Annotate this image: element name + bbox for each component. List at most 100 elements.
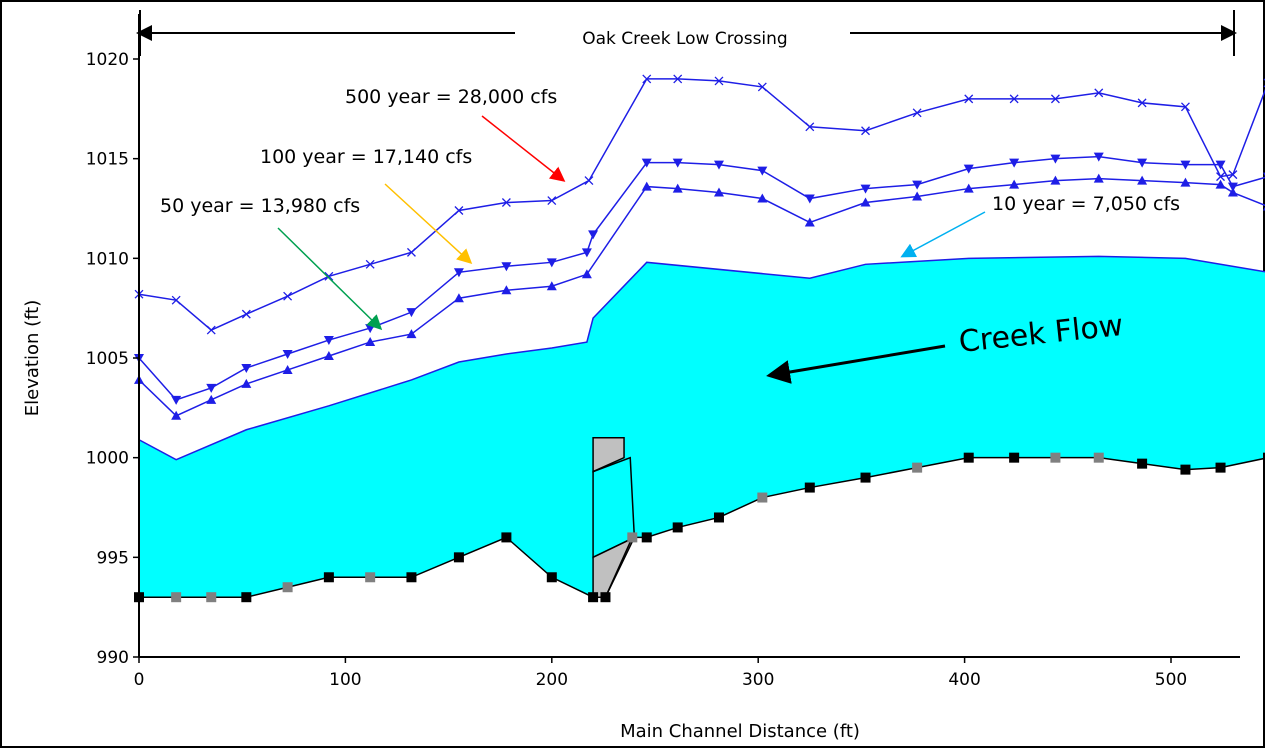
point-100-year (1093, 152, 1104, 162)
ground-point (1215, 462, 1226, 473)
label-500-year: 500 year = 28,000 cfs (345, 86, 557, 108)
ground-point (546, 572, 557, 583)
point-500-year (324, 271, 334, 281)
point-500-year (584, 176, 594, 186)
point-50-year (1009, 179, 1020, 189)
point-50-year (406, 329, 417, 339)
point-500-year (283, 291, 293, 301)
title-span: Oak Creek Low Crossing (136, 10, 1237, 56)
point-50-year (912, 191, 923, 201)
point-100-year (171, 395, 182, 405)
point-50-year (672, 183, 683, 193)
ground-profile (134, 452, 1265, 603)
y-tick-label: 1015 (86, 150, 129, 170)
y-tick-label: 1005 (86, 349, 129, 369)
point-500-year (454, 206, 464, 215)
deck-top (592, 436, 625, 473)
point-500-year (861, 126, 870, 136)
point-50-year (963, 183, 974, 193)
point-100-year (241, 363, 252, 373)
ground-point (963, 452, 974, 463)
point-50-year (1050, 175, 1061, 185)
point-500-year (501, 198, 511, 207)
point-100-year (757, 166, 768, 176)
point-500-year (241, 309, 251, 319)
x-tick-label: 400 (948, 670, 980, 690)
point-50-year (581, 269, 592, 279)
point-50-year (1137, 175, 1148, 185)
point-100-year (588, 230, 599, 240)
ground-point (453, 552, 464, 563)
ground-point (1180, 464, 1191, 475)
creek-flow-arrow (766, 344, 946, 384)
point-500-year (547, 196, 557, 205)
y-axis-title: Elevation (ft) (22, 300, 43, 416)
point-100-year (641, 158, 652, 168)
point-500-year (365, 259, 375, 269)
ground-point (912, 462, 923, 473)
axes: 990 995 1000 1005 1010 1015 1020 0 100 200 300 400 5… (86, 14, 1240, 690)
point-500-year (912, 108, 922, 118)
point-50-year (1093, 173, 1104, 183)
water-fill-layer (138, 255, 1265, 598)
point-500-year (1228, 170, 1238, 180)
point-500-year (1009, 94, 1019, 104)
point-100-year (206, 383, 217, 393)
point-50-year (365, 337, 376, 347)
point-100-year (581, 248, 592, 258)
x-tick-label: 200 (536, 670, 568, 690)
point-50-year (713, 187, 724, 197)
point-500-year (642, 74, 652, 84)
point-500-year (1050, 94, 1060, 104)
ground-point (406, 572, 417, 583)
point-500-year (206, 325, 216, 335)
point-50-year (546, 281, 557, 291)
point-50-year (804, 217, 815, 227)
ground-point (627, 532, 638, 543)
point-100-year (713, 160, 724, 170)
point-50-year (860, 197, 871, 207)
point-500-year (757, 82, 767, 92)
label-10-year: 10 year = 7,050 cfs (992, 193, 1180, 215)
point-100-year (963, 164, 974, 174)
arrow-50-year (277, 227, 383, 331)
point-500-year (1216, 172, 1225, 182)
ground-point (1093, 452, 1104, 463)
point-100-year (1137, 158, 1148, 168)
x-tick-label: 300 (742, 670, 774, 690)
point-50-year (1227, 187, 1238, 197)
point-500-year (673, 74, 683, 84)
series-line-500-year (138, 78, 1265, 331)
x-tick-label: 500 (1155, 670, 1187, 690)
point-100-year (323, 336, 334, 346)
ground-point (757, 492, 768, 503)
label-50-year: 50 year = 13,980 cfs (160, 195, 360, 217)
point-100-year (501, 262, 512, 272)
x-tick-label: 100 (329, 670, 361, 690)
point-50-year (641, 181, 652, 191)
ground-point (588, 592, 599, 603)
point-50-year (757, 193, 768, 203)
ground-point (1050, 452, 1061, 463)
point-100-year (804, 194, 815, 204)
y-tick-label: 990 (97, 648, 129, 668)
x-axis-title: Main Channel Distance (ft) (620, 721, 860, 742)
point-100-year (1009, 158, 1020, 168)
series-line-10-year (138, 255, 1265, 461)
ground-point (282, 582, 293, 593)
point-100-year (406, 308, 417, 318)
chart-title: Oak Creek Low Crossing (582, 29, 787, 49)
point-100-year (1180, 160, 1191, 170)
point-500-year (1094, 88, 1104, 98)
point-500-year (171, 295, 181, 305)
ground-point (672, 522, 683, 533)
point-50-year (1215, 179, 1226, 189)
point-500-year (714, 76, 724, 86)
y-tick-label: 1010 (86, 249, 129, 269)
y-tick-label: 1020 (86, 50, 129, 70)
ground-point (1263, 452, 1265, 463)
point-100-year (860, 184, 871, 194)
arrow-10-year (900, 211, 986, 258)
point-100-year (672, 158, 683, 168)
